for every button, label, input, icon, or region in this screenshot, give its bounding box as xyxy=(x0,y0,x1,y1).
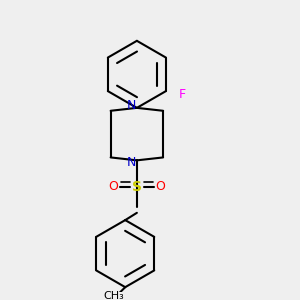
Text: CH₃: CH₃ xyxy=(103,291,124,300)
Text: S: S xyxy=(132,180,142,194)
Text: F: F xyxy=(178,88,185,100)
Text: N: N xyxy=(127,156,136,169)
Text: N: N xyxy=(127,99,136,112)
Text: O: O xyxy=(155,180,165,193)
Text: O: O xyxy=(109,180,118,193)
